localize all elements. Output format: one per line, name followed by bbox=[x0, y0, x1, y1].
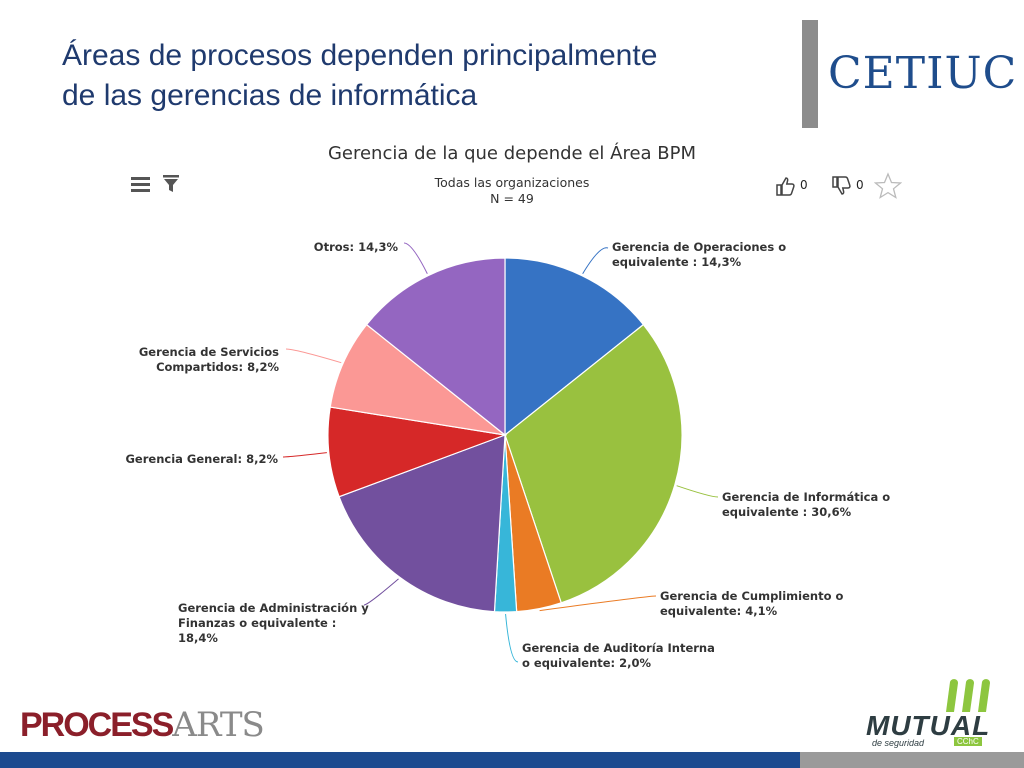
like-count: 0 bbox=[800, 178, 808, 192]
pie-label-connector bbox=[403, 242, 428, 274]
pie-slice-label-line: equivalente : 14,3% bbox=[612, 255, 742, 269]
chart-title: Gerencia de la que depende el Área BPM bbox=[327, 143, 697, 164]
pie-label-connector bbox=[282, 452, 327, 458]
pie-slice-label: Gerencia de Informática o equivalente : 3… bbox=[722, 490, 890, 519]
pie-slice-label-line: Gerencia de Informática o bbox=[722, 490, 890, 504]
slide-title-line-2: de las gerencias de informática bbox=[62, 79, 478, 112]
pie-slice[interactable] bbox=[504, 257, 645, 437]
pie-slice[interactable] bbox=[327, 406, 508, 498]
pie-slice-label: Gerencia de Servicios Compartidos: 8,2% bbox=[139, 345, 280, 374]
pie-slice-label-line: Otros: 14,3% bbox=[314, 240, 399, 254]
pie-slice-label-line: equivalente : 30,6% bbox=[722, 505, 852, 519]
pie-slice-label-line: o equivalente: 2,0% bbox=[522, 656, 652, 670]
mutual-mark-icon bbox=[946, 679, 990, 712]
star-icon bbox=[874, 172, 902, 199]
thumbs-down-icon bbox=[832, 176, 851, 195]
pie-slice[interactable] bbox=[365, 257, 506, 437]
pie-slice-label: Gerencia de Auditoría Interna o equivalen… bbox=[522, 641, 715, 670]
pie-slice[interactable] bbox=[329, 323, 508, 436]
pie-slice-label-line: 18,4% bbox=[178, 631, 218, 645]
mutual-logo-tagline: de seguridad bbox=[872, 738, 925, 748]
pie-slice-label-line: Gerencia de Cumplimiento o bbox=[660, 589, 843, 603]
footer-bar-gray bbox=[800, 752, 1024, 768]
pie-slice-label-line: Finanzas o equivalente : bbox=[178, 616, 336, 630]
cetiuc-logo: CETIUC bbox=[800, 20, 1018, 130]
thumbs-up-icon bbox=[776, 177, 795, 196]
pie-slices bbox=[327, 257, 683, 613]
chart-subtitle-line-1: Todas las organizaciones bbox=[434, 175, 590, 190]
pie-slice-label-line: Gerencia de Auditoría Interna bbox=[522, 641, 715, 655]
pie-label-connector bbox=[539, 595, 657, 612]
pie-slice-label: Gerencia de Administración y Finanzas o e… bbox=[178, 601, 369, 645]
pie-label-connector bbox=[582, 247, 609, 274]
slide-title-line-1: Áreas de procesos dependen principalment… bbox=[62, 39, 658, 72]
pie-slice-label-line: Gerencia de Administración y bbox=[178, 601, 369, 615]
pie-slice-label: Gerencia de Cumplimiento o equivalente: 4… bbox=[660, 589, 843, 618]
pie-slice[interactable] bbox=[338, 434, 506, 613]
pie-label-connector bbox=[363, 578, 399, 606]
pie-label-connector bbox=[505, 613, 519, 663]
pie-slice-label: Gerencia de Operaciones o equivalente : 1… bbox=[612, 240, 786, 269]
pie-slice-label-line: equivalente: 4,1% bbox=[660, 604, 778, 618]
pie-slice-label-line: Compartidos: 8,2% bbox=[156, 360, 279, 374]
mutual-logo-text: MUTUAL bbox=[866, 710, 991, 741]
processarts-logo-bold: PROCESS bbox=[20, 706, 174, 744]
pie-slice-label: Gerencia General: 8,2% bbox=[125, 452, 278, 466]
pie-slice-label-line: Gerencia de Servicios bbox=[139, 345, 279, 359]
dislike-button[interactable]: 0 bbox=[830, 172, 870, 200]
pie-label-connectors bbox=[282, 242, 719, 663]
slide-title: Áreas de procesos dependen principalment… bbox=[62, 36, 782, 116]
chart-subtitle: Todas las organizaciones N = 49 bbox=[380, 175, 644, 207]
pie-slice[interactable] bbox=[504, 323, 683, 604]
pie-slice-label-line: Gerencia General: 8,2% bbox=[125, 452, 278, 466]
mutual-logo-badge: CChC bbox=[954, 737, 982, 746]
filter-icon[interactable] bbox=[162, 174, 180, 194]
like-button[interactable]: 0 bbox=[774, 172, 814, 200]
cetiuc-logo-text: CETIUC bbox=[828, 48, 1018, 99]
pie-label-connector bbox=[285, 348, 342, 364]
favorite-button[interactable] bbox=[874, 172, 902, 200]
hamburger-menu-icon[interactable] bbox=[130, 174, 152, 194]
pie-labels: Gerencia de Operaciones o equivalente : 1… bbox=[125, 240, 890, 670]
mutual-logo: MUTUAL de seguridad CChC bbox=[858, 672, 1018, 752]
chart-toolbar-right: 0 0 bbox=[774, 172, 904, 202]
pie-label-connector bbox=[676, 485, 719, 498]
processarts-logo: PROCESSARTS bbox=[20, 705, 265, 745]
dislike-count: 0 bbox=[856, 178, 864, 192]
footer-bar bbox=[0, 752, 800, 768]
chart-subtitle-line-2: N = 49 bbox=[490, 191, 534, 206]
pie-slice-label-line: Gerencia de Operaciones o bbox=[612, 240, 786, 254]
pie-slice-label: Otros: 14,3% bbox=[314, 240, 399, 254]
cetiuc-logo-bar bbox=[802, 20, 818, 128]
processarts-logo-light: ARTS bbox=[172, 705, 265, 745]
